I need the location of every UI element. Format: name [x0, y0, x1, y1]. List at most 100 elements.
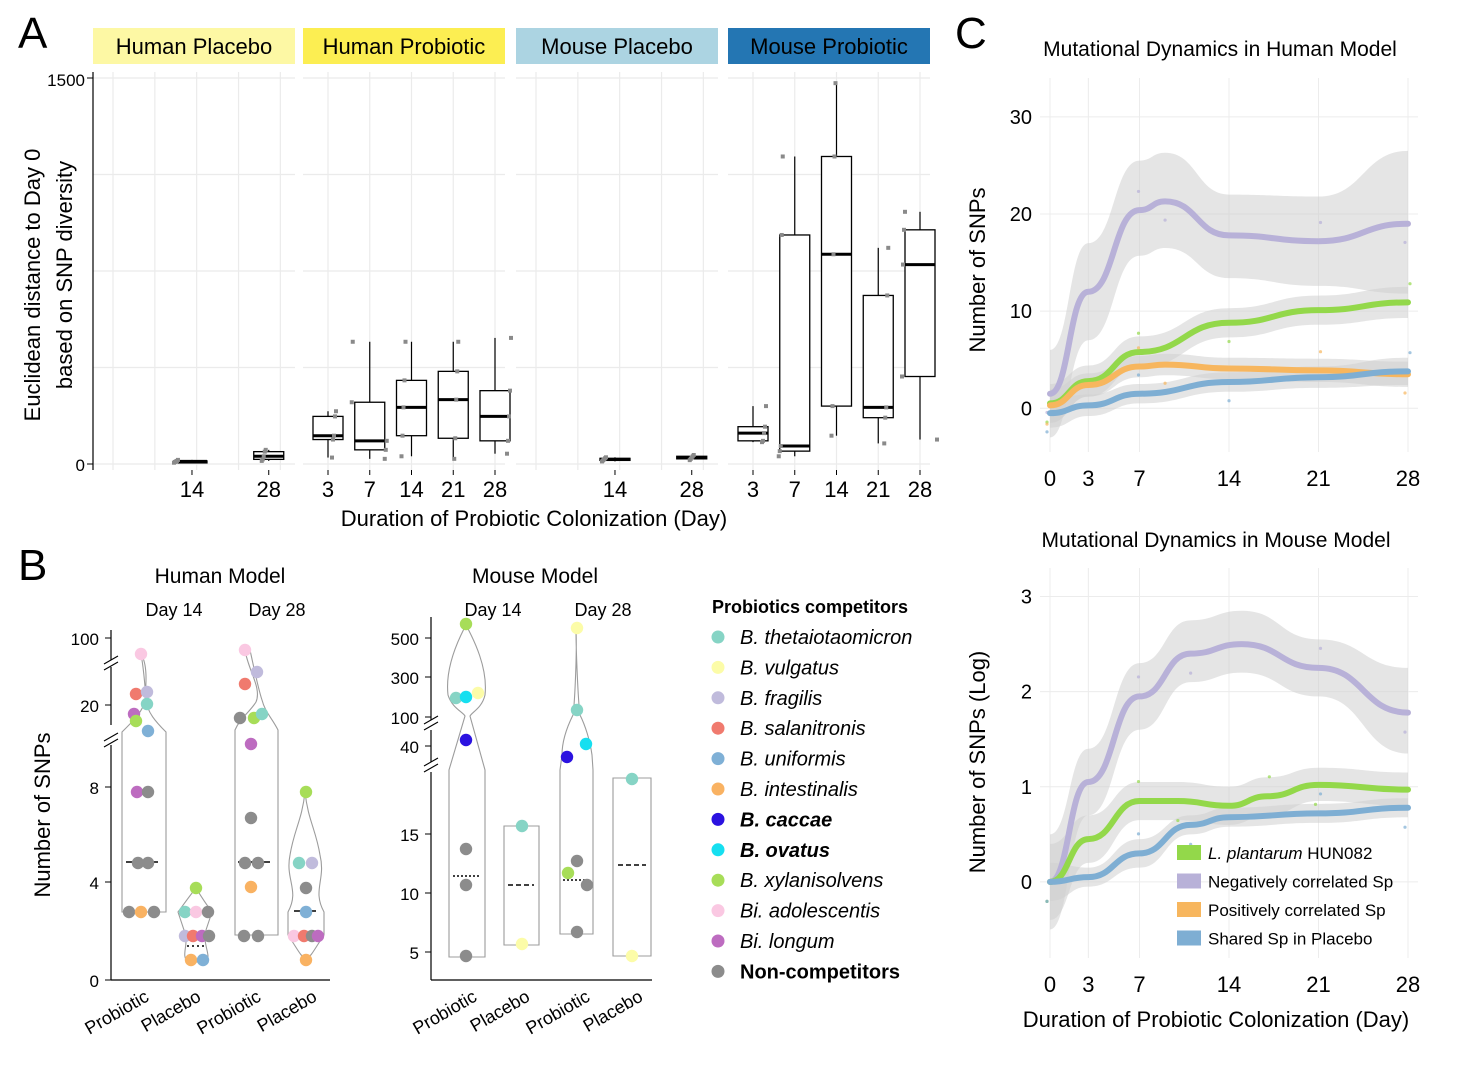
c-xtick-label: 0: [1044, 972, 1056, 997]
box-point: [505, 451, 509, 456]
legend-b-swatch-6: [711, 812, 725, 826]
violin-point: [311, 929, 325, 943]
c-xtick-label: 21: [1306, 972, 1330, 997]
box-body: [354, 401, 386, 451]
c-xtick-label: 14: [1217, 466, 1241, 491]
violin-human-d14-placebo: [177, 887, 213, 963]
box-point: [761, 438, 765, 443]
b-xlabel-6: Placebo: [467, 986, 533, 1036]
violin-point: [196, 953, 210, 967]
violin-point: [201, 905, 215, 919]
b-mouse-ytick-300: 300: [391, 669, 419, 688]
point-positively_correlated: [1318, 350, 1323, 354]
legend-b-swatch-7: [711, 843, 725, 857]
line-shared_placebo: [1047, 368, 1411, 417]
box-point: [883, 415, 888, 420]
violin-point: [625, 949, 639, 963]
point-shared_placebo: [1318, 792, 1323, 796]
panel-b-x-labels: Probiotic Placebo Probiotic Placebo Prob…: [81, 986, 646, 1038]
violin-point: [299, 881, 313, 895]
legend-b-label-6: B. caccae: [740, 809, 832, 831]
point-l_plantarum: [1408, 282, 1412, 286]
b-xlabel-2: Placebo: [138, 986, 204, 1036]
violin-point: [202, 929, 216, 943]
legend-c-swatch-1: [1177, 873, 1201, 889]
panel-a-ytick-label-0: 0: [76, 456, 85, 475]
violin-point: [459, 878, 473, 892]
point-positively_correlated: [1228, 366, 1232, 371]
legend-b-swatch-4: [711, 752, 725, 766]
box-point: [402, 378, 407, 383]
point-shared_placebo: [1084, 403, 1088, 407]
b-xlabel-8: Placebo: [580, 986, 646, 1036]
panel-b-mouse-day28: Day 28: [574, 600, 631, 620]
c-xtick-label: 7: [1133, 972, 1145, 997]
box-point: [399, 454, 404, 459]
point-shared_placebo: [1045, 899, 1049, 904]
c-ytick-label: 1: [1021, 777, 1032, 799]
violin-point: [129, 687, 143, 701]
b-human-ytick-20: 20: [80, 697, 99, 716]
b-mouse-ytick-15: 15: [400, 826, 419, 845]
point-l_plantarum: [1084, 379, 1088, 383]
violin-point: [189, 905, 203, 919]
point-positively_correlated: [1163, 381, 1167, 385]
point-negatively_correlated: [1318, 646, 1323, 650]
point-shared_placebo: [1228, 815, 1232, 819]
violin-point: [238, 856, 252, 870]
box-point: [764, 404, 768, 409]
point-negatively_correlated: [1136, 675, 1141, 679]
point-negatively_correlated: [1241, 642, 1245, 646]
panel-b-ylabel: Number of SNPs: [30, 732, 55, 897]
point-l_plantarum: [1136, 331, 1141, 335]
box-body: [904, 229, 936, 378]
violin-point: [515, 937, 529, 951]
a-xtick-label: 28: [908, 477, 932, 502]
b-human-ytick-100: 100: [71, 630, 99, 649]
c-xtick-label: 3: [1082, 972, 1094, 997]
facet-label-1: Human Probiotic: [323, 34, 486, 59]
box-point: [333, 414, 337, 419]
legend-b-swatch-10: [711, 934, 725, 948]
violin-point: [134, 905, 148, 919]
point-shared_placebo: [1403, 825, 1407, 829]
c-xtick-label: 14: [1217, 972, 1241, 997]
c-ytick-label: 3: [1021, 587, 1032, 609]
c-ytick-label: 2: [1021, 682, 1032, 704]
violin-point: [579, 737, 593, 751]
b-mouse-ytick-100: 100: [391, 709, 419, 728]
ci-band-negatively_correlated: [1050, 610, 1408, 930]
legend-b-label-7: B. ovatus: [740, 840, 830, 862]
violin-point: [186, 929, 200, 943]
box-point: [780, 154, 785, 159]
facet-label-3: Mouse Probiotic: [750, 34, 908, 59]
violin-point: [459, 949, 473, 963]
box-point: [332, 433, 336, 438]
point-l_plantarum: [1176, 818, 1180, 823]
legend-b-label-5: B. intestinalis: [740, 779, 858, 801]
legend-c-italic: L. plantarum: [1208, 844, 1303, 863]
point-positively_correlated: [1084, 383, 1088, 387]
violin-point: [561, 866, 575, 880]
legend-b-swatch-9: [711, 904, 725, 918]
legend-c-label-1: Negatively correlated Sp: [1208, 873, 1393, 892]
b-xlabel-5: Probiotic: [409, 986, 480, 1038]
facet-strip-1: [303, 28, 505, 64]
legend-b-swatch-8: [711, 873, 725, 887]
violin-point: [299, 953, 313, 967]
a-xtick-label: 3: [747, 477, 759, 502]
c-xlabel: Duration of Probiotic Colonization (Day): [1023, 1007, 1409, 1032]
a-xtick-label: 21: [866, 477, 890, 502]
panel-letter-a: A: [18, 9, 48, 58]
violin-point: [250, 665, 264, 679]
box-0-day28: [253, 447, 285, 463]
a-xtick-label: 14: [399, 477, 423, 502]
facet-strip-2: [516, 28, 718, 64]
ci-band-l_plantarum: [1050, 767, 1408, 920]
violin-point: [287, 929, 301, 943]
c-mouse-ylabel: Number of SNPs (Log): [965, 651, 990, 874]
violin-point: [130, 785, 144, 799]
box-point: [778, 443, 783, 448]
violin-point: [134, 647, 148, 661]
box-0-day14: [171, 457, 208, 465]
